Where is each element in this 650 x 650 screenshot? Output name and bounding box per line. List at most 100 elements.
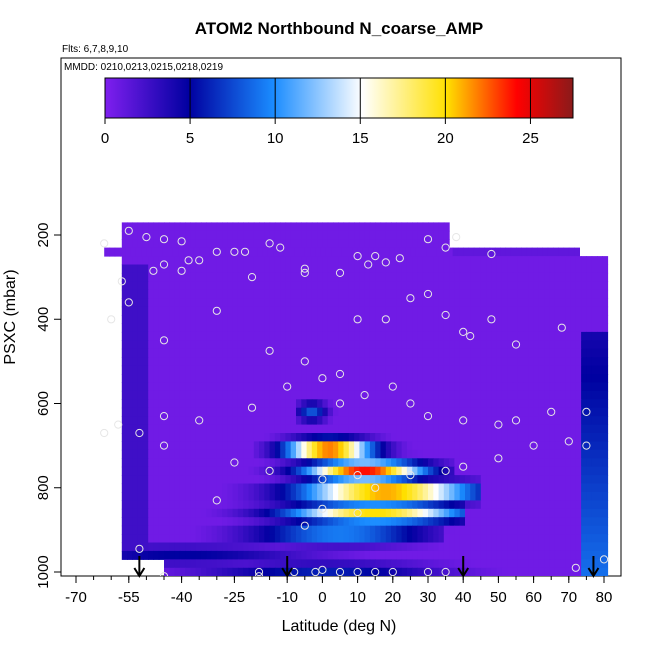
heatmap-cell (496, 407, 503, 417)
heatmap-cell (237, 542, 244, 552)
heatmap-cell (164, 416, 170, 426)
heatmap-cell (586, 306, 593, 316)
heatmap-cell (501, 264, 508, 274)
heatmap-cell (406, 441, 413, 451)
heatmap-cell (343, 264, 350, 274)
heatmap-cell (285, 475, 292, 485)
heatmap-cell (401, 542, 408, 552)
heatmap-cell (148, 508, 155, 518)
heatmap-cell (538, 508, 545, 518)
heatmap-cell (517, 492, 524, 501)
heatmap-cell (359, 357, 366, 367)
heatmap-cell (491, 323, 498, 333)
heatmap-cell (127, 525, 133, 535)
heatmap-cell (322, 508, 329, 518)
heatmap-cell (470, 525, 477, 535)
heatmap-cell (454, 458, 461, 468)
heatmap-cell (380, 331, 387, 341)
heatmap-cell (232, 407, 239, 417)
heatmap-cell (512, 517, 519, 527)
x-tick-label: -40 (171, 589, 193, 606)
heatmap-cell (417, 424, 424, 434)
heatmap-cell (301, 298, 308, 308)
heatmap-cell (141, 247, 147, 257)
heatmap-cell (570, 492, 577, 501)
heatmap-cell (401, 289, 408, 299)
heatmap-cell (201, 374, 207, 383)
heatmap-cell (227, 331, 234, 341)
heatmap-cell (507, 458, 514, 468)
heatmap-cell (417, 222, 424, 232)
heatmap-cell (216, 559, 223, 569)
heatmap-cell (280, 256, 287, 266)
heatmap-cell (565, 441, 572, 451)
heatmap-cell (317, 458, 323, 468)
heatmap-cell (438, 340, 445, 350)
heatmap-cell (449, 475, 455, 485)
heatmap-cell (470, 390, 477, 400)
heatmap-cell (565, 374, 572, 383)
sample-point (466, 332, 475, 341)
heatmap-cell (164, 281, 170, 291)
heatmap-cell (290, 559, 297, 569)
heatmap-cell (385, 407, 392, 417)
heatmap-cell (575, 357, 582, 367)
heatmap-cell (470, 315, 477, 324)
heatmap-cell (517, 264, 524, 274)
heatmap-cell (428, 390, 434, 400)
heatmap-cell (517, 272, 524, 282)
heatmap-cell (262, 247, 269, 257)
heatmap-cell (127, 534, 133, 544)
heatmap-cell (385, 365, 392, 375)
heatmap-cell (317, 399, 323, 409)
heatmap-cell (269, 466, 276, 476)
heatmap-cell (348, 475, 355, 485)
heatmap-cell (501, 357, 508, 367)
heatmap-cell (338, 441, 345, 451)
heatmap-cell (433, 264, 440, 274)
heatmap-cell (597, 357, 603, 367)
heatmap-cell (549, 424, 556, 434)
heatmap-cell (343, 525, 350, 535)
heatmap-cell (396, 374, 403, 383)
heatmap-cell (237, 281, 244, 291)
heatmap-cell (359, 475, 366, 485)
heatmap-cell (311, 550, 318, 560)
heatmap-cell (507, 340, 514, 350)
heatmap-cell (412, 399, 419, 409)
heatmap-cell (528, 559, 535, 569)
heatmap-cell (201, 390, 207, 400)
heatmap-cell (496, 315, 503, 324)
heatmap-cell (158, 433, 165, 442)
heatmap-cell (428, 517, 434, 527)
heatmap-cell (227, 289, 234, 299)
heatmap-cell (253, 424, 260, 434)
heatmap-cell (137, 441, 144, 451)
heatmap-cell (216, 466, 223, 476)
heatmap-cell (465, 441, 471, 451)
heatmap-cell (486, 441, 492, 451)
heatmap-cell (222, 374, 228, 383)
heatmap-cell (565, 534, 572, 544)
heatmap-cell (391, 458, 397, 468)
heatmap-cell (253, 365, 260, 375)
heatmap-cell (454, 534, 461, 544)
heatmap-cell (222, 492, 228, 501)
heatmap-cell (517, 256, 524, 266)
heatmap-cell (274, 239, 281, 249)
heatmap-cell (343, 374, 350, 383)
sample-point (124, 226, 133, 235)
heatmap-cell (591, 466, 598, 476)
sample-point (371, 567, 380, 576)
heatmap-cell (327, 306, 334, 316)
heatmap-cell (359, 534, 366, 544)
heatmap-cell (438, 331, 445, 341)
heatmap-cell (391, 550, 397, 560)
heatmap-cell (438, 289, 445, 299)
heatmap-cell (148, 348, 155, 358)
heatmap-cell (317, 449, 323, 459)
heatmap-cell (570, 500, 577, 510)
heatmap-cell (523, 508, 529, 518)
sample-point (254, 572, 264, 576)
heatmap-cell (137, 525, 144, 535)
